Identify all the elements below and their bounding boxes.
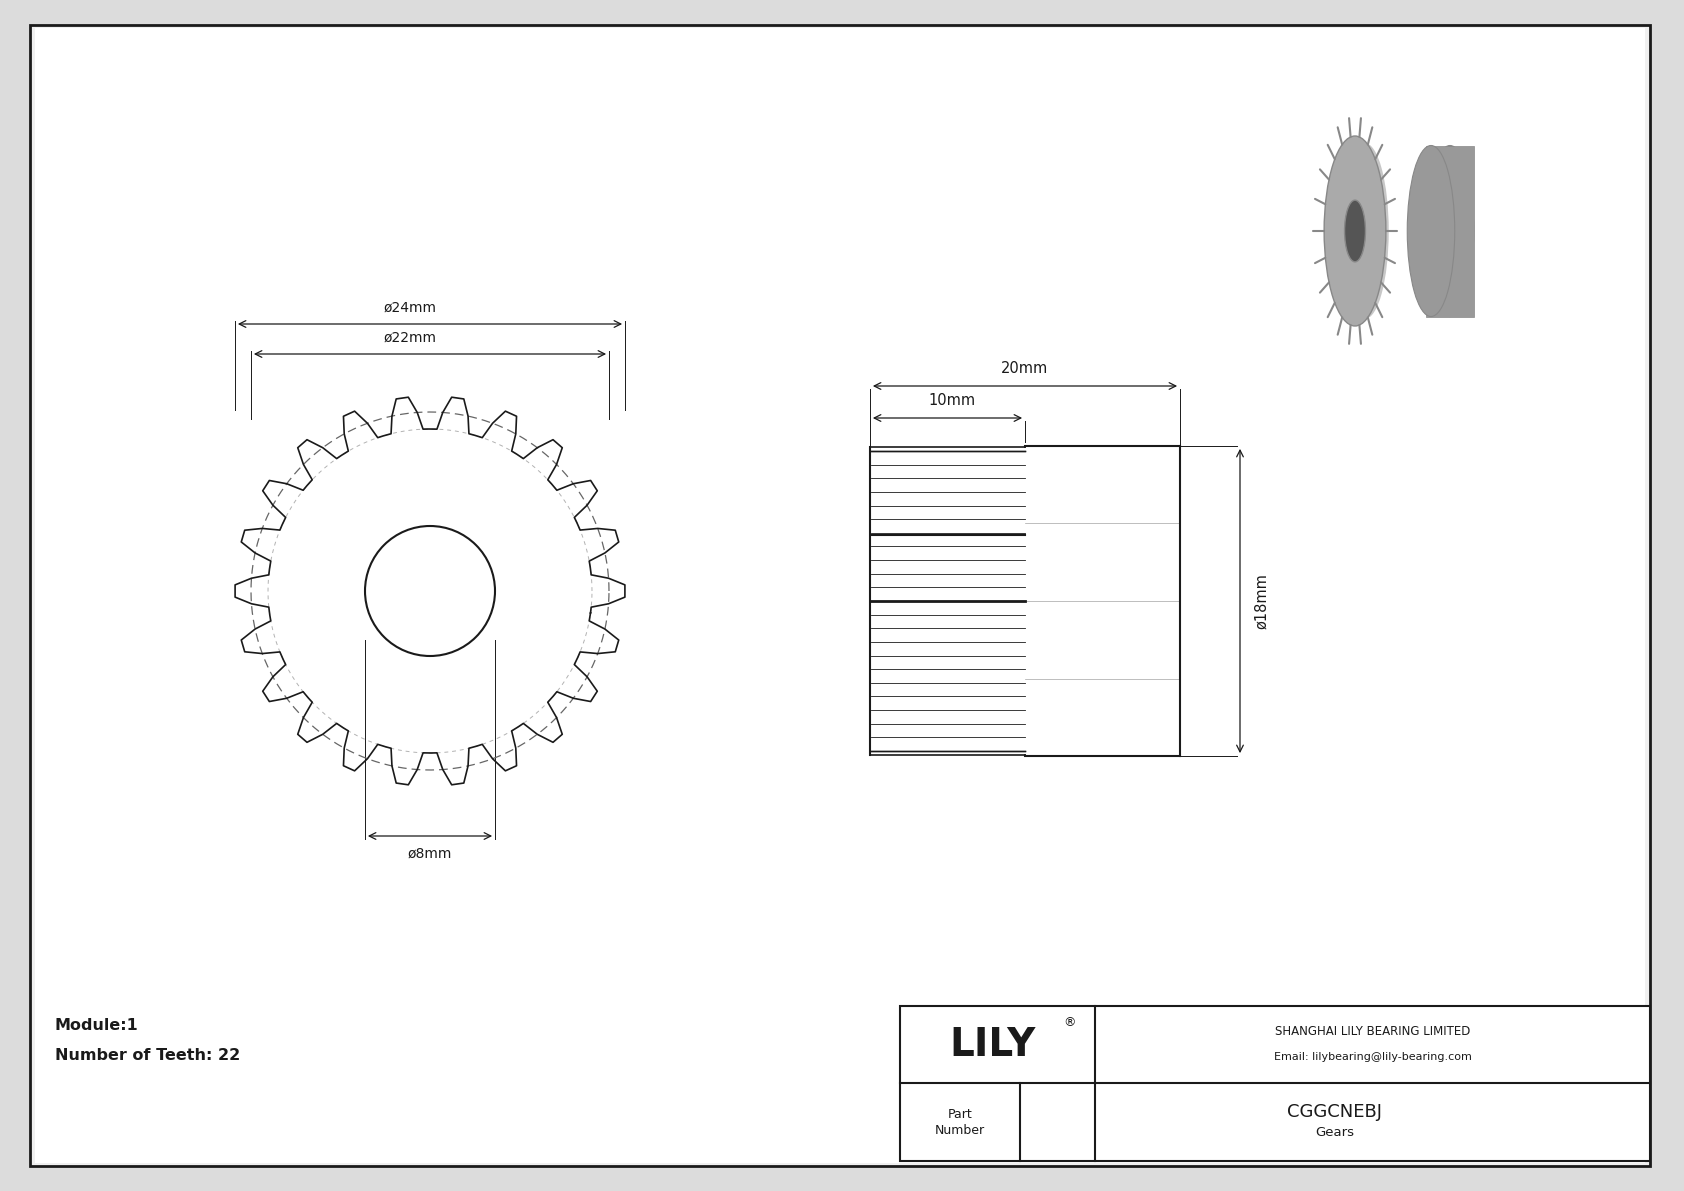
Ellipse shape bbox=[1340, 143, 1389, 319]
Text: SHANGHAI LILY BEARING LIMITED: SHANGHAI LILY BEARING LIMITED bbox=[1275, 1025, 1470, 1039]
Text: ø22mm: ø22mm bbox=[384, 331, 436, 345]
Text: ø24mm: ø24mm bbox=[384, 301, 436, 314]
Circle shape bbox=[365, 526, 495, 656]
Ellipse shape bbox=[1426, 145, 1474, 317]
Text: 20mm: 20mm bbox=[1002, 361, 1049, 376]
Text: ø8mm: ø8mm bbox=[408, 847, 453, 861]
Bar bbox=[899, 1006, 1650, 1161]
Text: ®: ® bbox=[1063, 1016, 1076, 1029]
Polygon shape bbox=[1426, 145, 1474, 317]
Text: LILY: LILY bbox=[950, 1025, 1036, 1064]
Text: Module:1: Module:1 bbox=[56, 1018, 138, 1034]
Ellipse shape bbox=[1324, 136, 1386, 326]
Text: 10mm: 10mm bbox=[930, 393, 977, 409]
Text: ø18mm: ø18mm bbox=[1255, 573, 1270, 629]
Ellipse shape bbox=[1408, 145, 1455, 317]
Text: Number of Teeth: 22: Number of Teeth: 22 bbox=[56, 1048, 241, 1064]
Text: Number: Number bbox=[935, 1124, 985, 1137]
Text: Gears: Gears bbox=[1315, 1125, 1354, 1139]
Ellipse shape bbox=[1344, 200, 1366, 262]
Text: CGGCNEBJ: CGGCNEBJ bbox=[1288, 1103, 1383, 1121]
Text: Part: Part bbox=[948, 1109, 972, 1122]
Text: Email: lilybearing@lily-bearing.com: Email: lilybearing@lily-bearing.com bbox=[1273, 1052, 1472, 1061]
